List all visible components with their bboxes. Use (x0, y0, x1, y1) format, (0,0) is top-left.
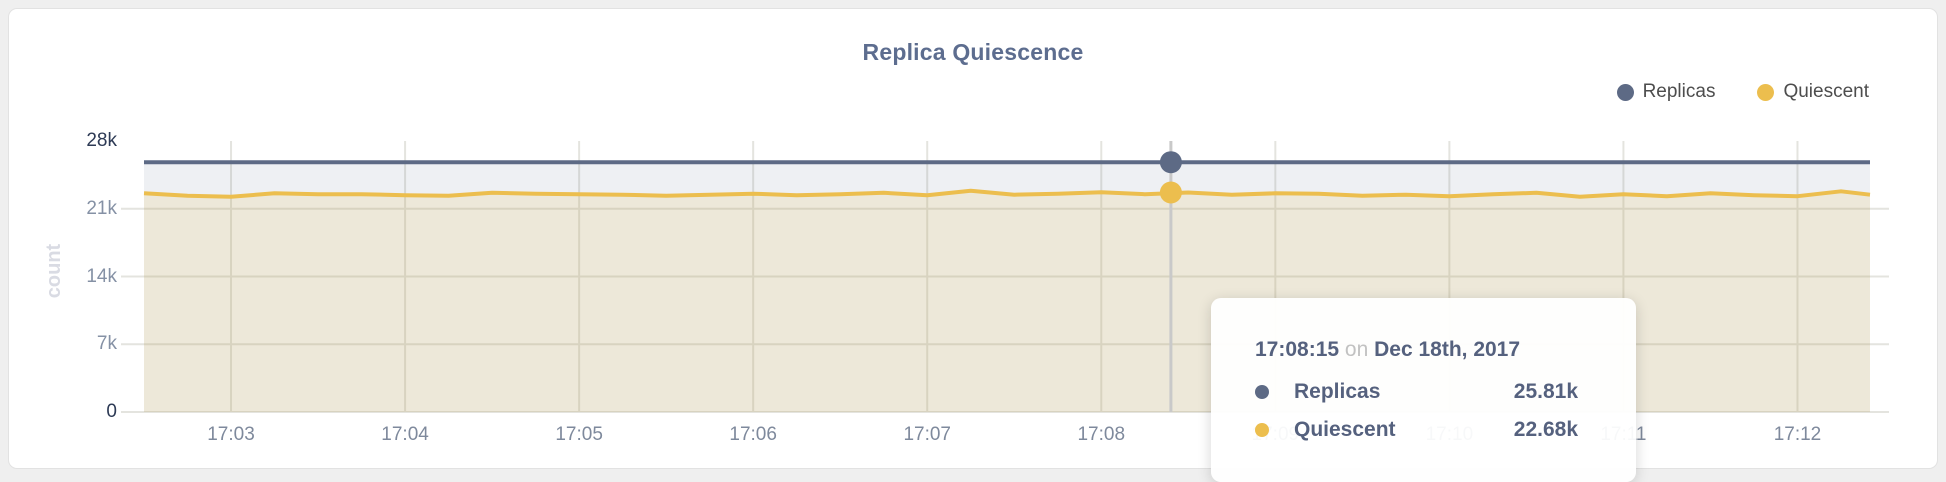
legend-item-replicas[interactable]: Replicas (1616, 81, 1716, 103)
y-axis-tick: 0 (106, 401, 117, 422)
legend-label: Replicas (1642, 81, 1716, 102)
legend-label: Quiescent (1783, 81, 1869, 102)
y-axis-tick: 14k (86, 265, 117, 287)
tooltip-time: 17:08:15 (1255, 338, 1340, 361)
x-axis-tick: 17:04 (381, 424, 429, 445)
tooltip-rows: Replicas 25.81k Quiescent 22.68k (1255, 373, 1578, 449)
tooltip-row-label: Replicas (1294, 380, 1381, 403)
chart-card: Replica Quiescence Replicas Quiescent co… (8, 8, 1938, 482)
tooltip-row-value: 25.81k (1513, 380, 1578, 403)
x-axis-tick: 17:08 (1077, 424, 1126, 445)
tooltip-row-label: Quiescent (1294, 418, 1396, 441)
tooltip-header: 17:08:15 on Dec 18th, 2017 (1255, 338, 1578, 362)
chart-title: Replica Quiescence (862, 39, 1084, 65)
y-axis-tick: 21k (86, 197, 117, 219)
y-axis-tick: 28k (86, 130, 117, 151)
x-axis-tick: 17:12 (1773, 424, 1822, 445)
tooltip-row-value: 22.68k (1513, 418, 1578, 441)
x-axis-tick: 17:07 (903, 424, 951, 445)
tooltip: 17:08:15 on Dec 18th, 2017 Replicas 25.8… (1211, 298, 1636, 482)
chart-plot-area[interactable] (9, 9, 1946, 482)
x-axis-tick: 17:03 (207, 424, 255, 445)
x-axis-tick: 17:05 (555, 424, 603, 445)
quiescent-series-dot-icon (1757, 83, 1775, 101)
quiescent-series-dot-icon (1255, 423, 1269, 437)
legend: Replicas Quiescent (1616, 81, 1869, 103)
x-axis-tick: 17:06 (729, 424, 777, 445)
replicas-series-dot-icon (1255, 385, 1269, 399)
replicas-series-dot-icon (1616, 83, 1634, 101)
y-axis-tick: 7k (96, 333, 117, 355)
tooltip-row-replicas: Replicas 25.81k (1255, 373, 1578, 411)
tooltip-conjunction: on (1344, 338, 1369, 361)
legend-item-quiescent[interactable]: Quiescent (1757, 81, 1869, 103)
tooltip-date: Dec 18th, 2017 (1374, 338, 1521, 361)
tooltip-row-quiescent: Quiescent 22.68k (1255, 411, 1578, 449)
